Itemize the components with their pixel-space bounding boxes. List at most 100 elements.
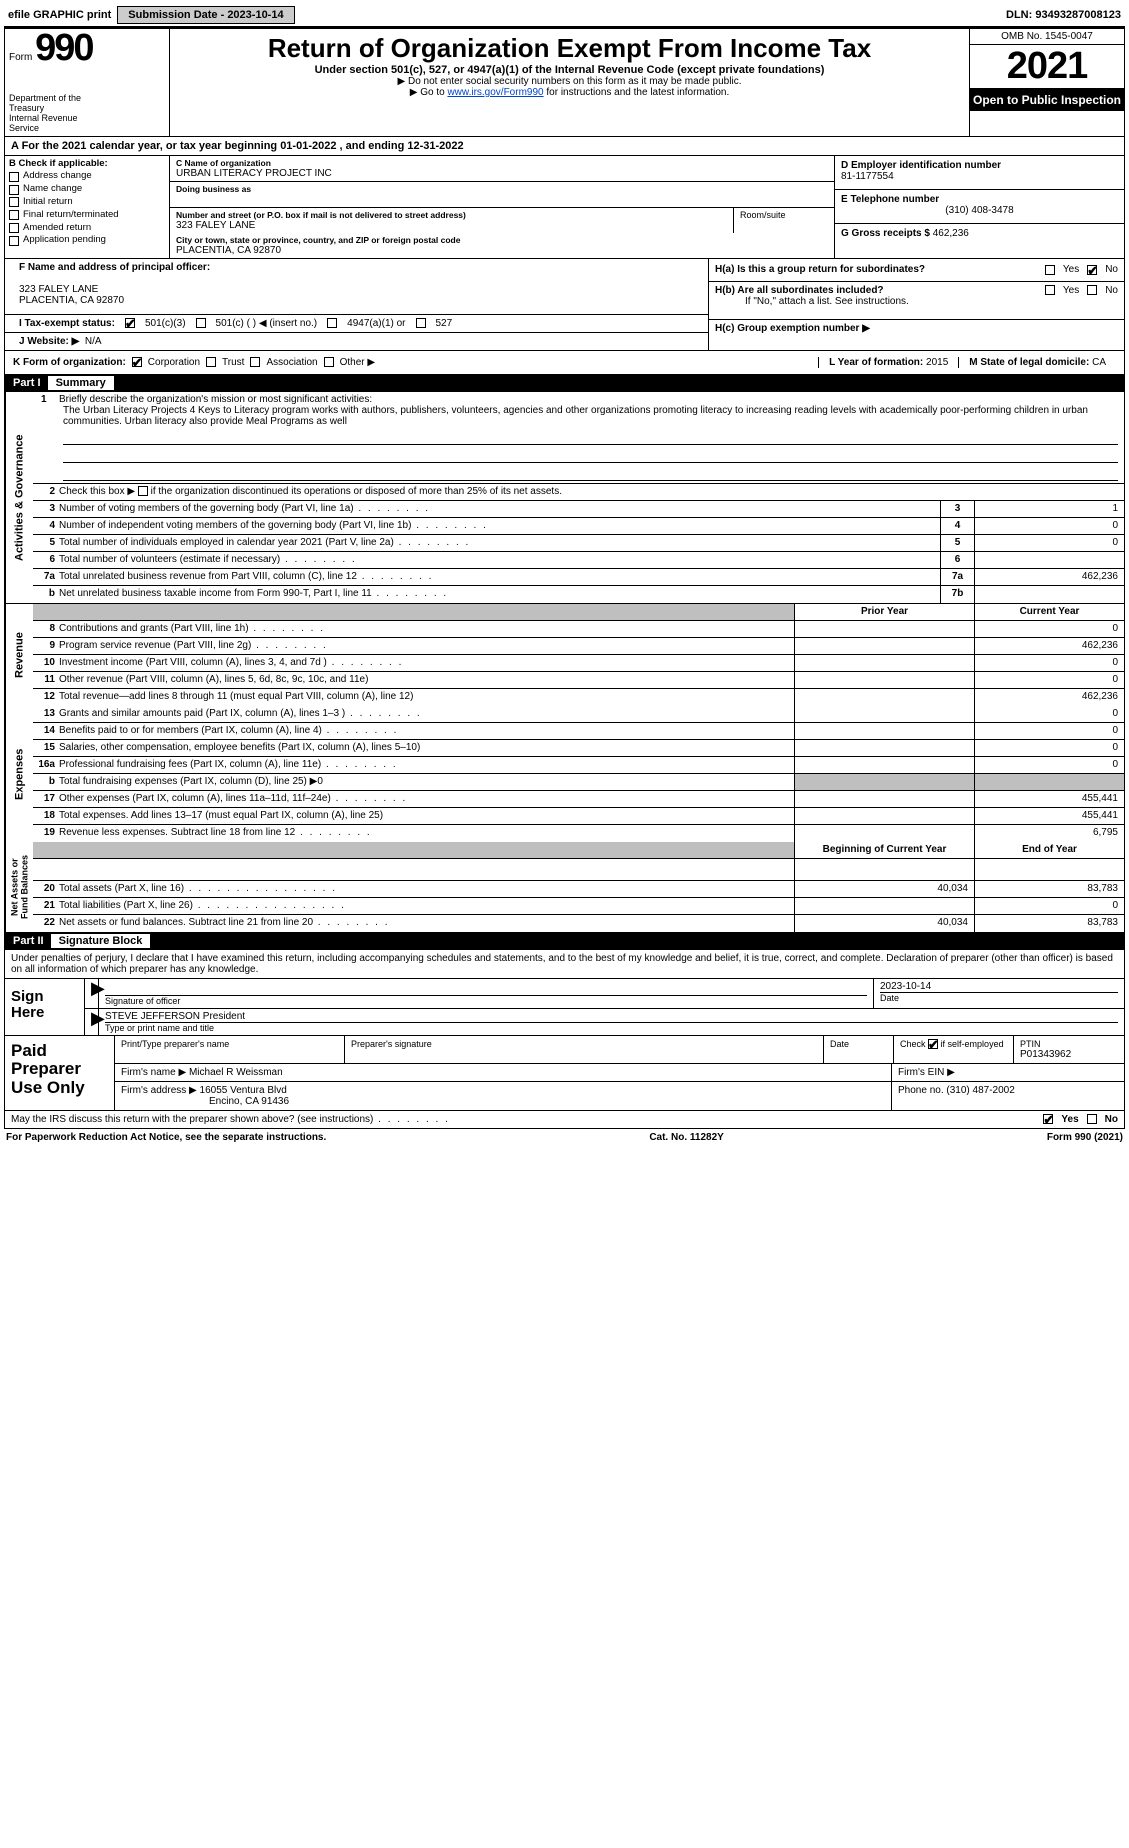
e14-curr: 0: [974, 723, 1124, 739]
paid-preparer-block: Paid Preparer Use Only Print/Type prepar…: [4, 1036, 1125, 1111]
line7b-val: [974, 586, 1124, 603]
open-inspection: Open to Public Inspection: [970, 89, 1124, 111]
efile-topbar: efile GRAPHIC print Submission Date - 20…: [4, 4, 1125, 27]
dln-label: DLN: 93493287008123: [1006, 9, 1121, 21]
exp-vtab: Expenses: [5, 706, 33, 842]
ag-vtab: Activities & Governance: [5, 392, 33, 603]
r8-curr: 0: [974, 621, 1124, 637]
arrow-icon: ▶: [85, 979, 99, 1008]
k-l-m-row: K Form of organization: Corporation Trus…: [4, 351, 1125, 375]
line5-val: 0: [974, 535, 1124, 551]
name-change-checkbox[interactable]: [9, 185, 19, 195]
k-assoc-checkbox[interactable]: [250, 357, 260, 367]
form-word: Form: [9, 52, 32, 63]
n22-curr: 83,783: [974, 915, 1124, 932]
n20-prior: 40,034: [794, 881, 974, 897]
gross-receipts: 462,236: [933, 228, 969, 239]
line7a-val: 462,236: [974, 569, 1124, 585]
irs-link[interactable]: www.irs.gov/Form990: [447, 87, 543, 98]
arrow-icon: ▶: [85, 1009, 99, 1035]
page-footer: For Paperwork Reduction Act Notice, see …: [4, 1129, 1125, 1146]
section-b-checkboxes: B Check if applicable: Address change Na…: [5, 156, 170, 258]
sign-here-block: Sign Here ▶ Signature of officer 2023-10…: [4, 979, 1125, 1036]
calendar-year-line: A For the 2021 calendar year, or tax yea…: [4, 137, 1125, 156]
part-1-header: Part I Summary: [4, 375, 1125, 392]
n21-prior: [794, 898, 974, 914]
form-note-2: ▶ Go to www.irs.gov/Form990 for instruct…: [176, 87, 963, 98]
revenue-section: Revenue Prior YearCurrent Year 8Contribu…: [4, 604, 1125, 706]
amended-return-checkbox[interactable]: [9, 223, 19, 233]
omb-number: OMB No. 1545-0047: [970, 29, 1124, 45]
initial-return-checkbox[interactable]: [9, 197, 19, 207]
r11-curr: 0: [974, 672, 1124, 688]
r10-curr: 0: [974, 655, 1124, 671]
addr-change-checkbox[interactable]: [9, 172, 19, 182]
form-990-page: efile GRAPHIC print Submission Date - 20…: [0, 0, 1129, 1150]
sign-here-label: Sign Here: [5, 979, 85, 1035]
r12-curr: 462,236: [974, 689, 1124, 706]
part-2-header: Part II Signature Block: [4, 933, 1125, 950]
527-checkbox[interactable]: [416, 318, 426, 328]
ein-value: 81-1177554: [841, 171, 1118, 182]
rev-vtab: Revenue: [5, 604, 33, 706]
identity-block: B Check if applicable: Address change Na…: [4, 156, 1125, 259]
net-vtab: Net Assets orFund Balances: [5, 842, 33, 932]
501c-checkbox[interactable]: [196, 318, 206, 328]
expenses-section: Expenses 13Grants and similar amounts pa…: [4, 706, 1125, 842]
paid-preparer-label: Paid Preparer Use Only: [5, 1036, 115, 1110]
form-header: Form 990 Department of theTreasuryIntern…: [4, 27, 1125, 137]
501c3-checkbox[interactable]: [125, 318, 135, 328]
line2-checkbox[interactable]: [138, 486, 148, 496]
ptin-value: P01343962: [1020, 1049, 1118, 1060]
officer-name: STEVE JEFFERSON President: [105, 1011, 1118, 1022]
firm-address: 16055 Ventura Blvd: [200, 1085, 287, 1096]
final-return-checkbox[interactable]: [9, 210, 19, 220]
tax-year: 2021: [970, 45, 1124, 89]
r9-curr: 462,236: [974, 638, 1124, 654]
firm-name: Michael R Weissman: [189, 1067, 283, 1078]
e13-curr: 0: [974, 706, 1124, 722]
line6-val: [974, 552, 1124, 568]
k-corp-checkbox[interactable]: [132, 357, 142, 367]
website-value: N/A: [85, 336, 102, 347]
hb-yes-checkbox[interactable]: [1045, 285, 1055, 295]
form-title: Return of Organization Exempt From Incom…: [176, 33, 963, 64]
may-yes-checkbox[interactable]: [1043, 1114, 1053, 1124]
preparer-phone: (310) 487-2002: [946, 1085, 1014, 1096]
penalties-text: Under penalties of perjury, I declare th…: [4, 950, 1125, 979]
ha-no-checkbox[interactable]: [1087, 265, 1097, 275]
k-trust-checkbox[interactable]: [206, 357, 216, 367]
net-assets-section: Net Assets orFund Balances Beginning of …: [4, 842, 1125, 933]
e18-curr: 455,441: [974, 808, 1124, 824]
org-city: PLACENTIA, CA 92870: [176, 245, 828, 256]
sign-date: 2023-10-14: [880, 981, 1118, 992]
dept-label: Department of theTreasuryInternal Revenu…: [9, 94, 165, 134]
e17-curr: 455,441: [974, 791, 1124, 807]
line3-val: 1: [974, 501, 1124, 517]
ha-yes-checkbox[interactable]: [1045, 265, 1055, 275]
k-other-checkbox[interactable]: [324, 357, 334, 367]
form-note-1: ▶ Do not enter social security numbers o…: [176, 76, 963, 87]
f-h-block: F Name and address of principal officer:…: [4, 259, 1125, 351]
may-discuss-row: May the IRS discuss this return with the…: [4, 1111, 1125, 1129]
activities-governance-section: Activities & Governance 1Briefly describ…: [4, 392, 1125, 604]
submission-date-button[interactable]: Submission Date - 2023-10-14: [117, 6, 294, 24]
may-no-checkbox[interactable]: [1087, 1114, 1097, 1124]
app-pending-checkbox[interactable]: [9, 236, 19, 246]
n21-curr: 0: [974, 898, 1124, 914]
e19-curr: 6,795: [974, 825, 1124, 842]
mission-text: The Urban Literacy Projects 4 Keys to Li…: [63, 405, 1118, 427]
n22-prior: 40,034: [794, 915, 974, 932]
e16a-curr: 0: [974, 757, 1124, 773]
phone-value: (310) 408-3478: [841, 205, 1118, 216]
efile-label: efile GRAPHIC print: [8, 9, 111, 21]
n20-curr: 83,783: [974, 881, 1124, 897]
e15-curr: 0: [974, 740, 1124, 756]
org-name: URBAN LITERACY PROJECT INC: [176, 168, 828, 179]
4947-checkbox[interactable]: [327, 318, 337, 328]
form-number: 990: [35, 27, 92, 70]
hb-no-checkbox[interactable]: [1087, 285, 1097, 295]
self-employed-checkbox[interactable]: [928, 1039, 938, 1049]
org-street: 323 FALEY LANE: [176, 220, 727, 231]
form-subtitle: Under section 501(c), 527, or 4947(a)(1)…: [176, 64, 963, 76]
